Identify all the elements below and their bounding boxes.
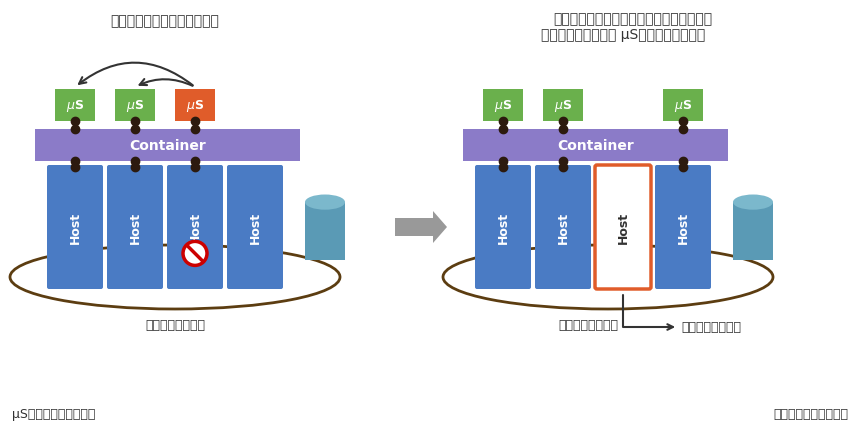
Text: Host: Host [556, 212, 569, 243]
Bar [543, 90, 583, 122]
FancyBboxPatch shape [475, 166, 531, 289]
Text: Host: Host [188, 212, 201, 243]
Bar [305, 203, 345, 260]
Circle shape [183, 242, 207, 266]
Bar [463, 130, 728, 162]
Text: Container: Container [129, 139, 206, 153]
Text: より、自動的に新規 μSをクラスタに追加: より、自動的に新規 μSをクラスタに追加 [541, 28, 705, 42]
Bar [115, 90, 155, 122]
Text: Host: Host [249, 212, 261, 243]
Text: $\mu$S: $\mu$S [554, 98, 572, 114]
Bar [483, 90, 523, 122]
FancyBboxPatch shape [167, 166, 223, 289]
FancyArrowPatch shape [79, 64, 193, 86]
Text: $\mu$S: $\mu$S [186, 98, 204, 114]
Text: ロードバランシングとステートレス設計に: ロードバランシングとステートレス設計に [554, 12, 713, 26]
Text: Host: Host [69, 212, 82, 243]
Bar [175, 90, 215, 122]
FancyBboxPatch shape [47, 166, 103, 289]
Bar [55, 90, 95, 122]
Text: $\mu$S: $\mu$S [126, 98, 144, 114]
Text: 出典：エリクソン資料: 出典：エリクソン資料 [773, 408, 848, 421]
FancyBboxPatch shape [655, 166, 711, 289]
Text: μS：マイクロサービス: μS：マイクロサービス [12, 408, 95, 421]
Text: $\mu$S: $\mu$S [674, 98, 692, 114]
Text: オートヒーリング: オートヒーリング [681, 321, 741, 334]
Text: Container: Container [557, 139, 634, 153]
Ellipse shape [733, 195, 773, 210]
FancyArrowPatch shape [139, 80, 193, 86]
Ellipse shape [305, 245, 345, 260]
FancyBboxPatch shape [595, 166, 651, 289]
Text: リソースクラスタ: リソースクラスタ [558, 318, 618, 331]
Text: Host: Host [496, 212, 509, 243]
Ellipse shape [305, 195, 345, 210]
Ellipse shape [733, 245, 773, 260]
Bar [733, 203, 773, 260]
Text: Host: Host [617, 212, 630, 243]
Bar [663, 90, 703, 122]
FancyBboxPatch shape [227, 166, 283, 289]
Text: $\mu$S: $\mu$S [66, 98, 84, 114]
Text: Host: Host [128, 212, 142, 243]
Text: セッションフェイルオーバー: セッションフェイルオーバー [111, 14, 219, 28]
FancyBboxPatch shape [107, 166, 163, 289]
FancyArrow shape [395, 212, 447, 243]
Text: $\mu$S: $\mu$S [494, 98, 512, 114]
FancyBboxPatch shape [535, 166, 591, 289]
Text: リソースクラスタ: リソースクラスタ [145, 318, 205, 331]
Bar [35, 130, 300, 162]
Text: Host: Host [677, 212, 690, 243]
